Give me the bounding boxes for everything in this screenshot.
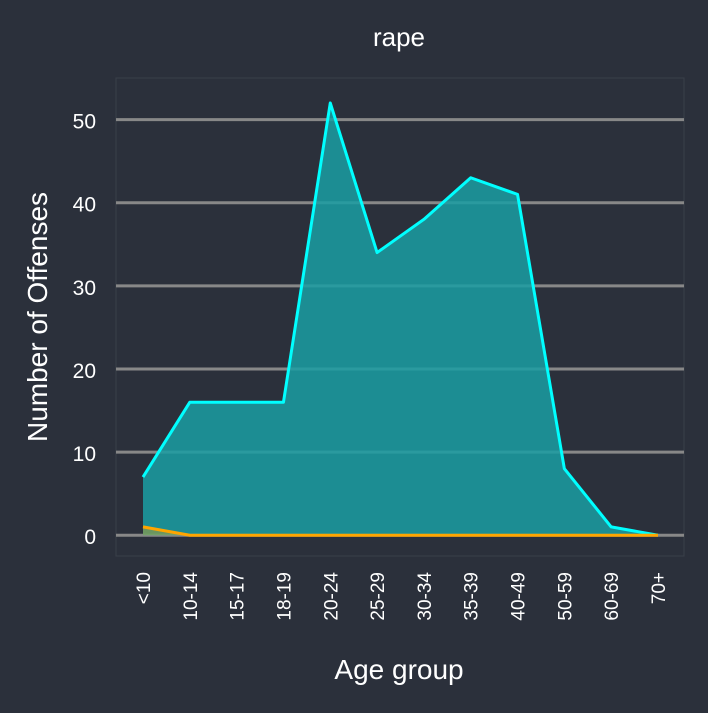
x-tick-label: 70+	[649, 572, 670, 604]
series-areas	[143, 102, 658, 536]
x-tick-label: 35-39	[462, 572, 483, 621]
y-tick-label: 10	[73, 443, 96, 466]
series-area	[143, 102, 658, 536]
y-tick-label: 0	[84, 526, 96, 549]
x-tick-label: 20-24	[321, 572, 342, 621]
x-tick-label: <10	[134, 572, 155, 604]
series-lines	[141, 101, 659, 537]
series-line	[141, 101, 659, 537]
x-tick-label: 40-49	[509, 572, 530, 621]
y-tick-label: 20	[73, 360, 96, 383]
chart-title: rape	[373, 22, 425, 52]
x-tick-label: 18-19	[274, 572, 295, 621]
series-line	[142, 525, 658, 537]
y-axis-title: Number of Offenses	[22, 192, 53, 442]
y-axis-ticks: 0 10 20 30 40 50	[73, 111, 96, 550]
x-tick-label: 10-14	[181, 572, 202, 621]
panel-border	[115, 77, 685, 557]
x-tick-label: 50-59	[555, 572, 576, 621]
x-tick-label: 30-34	[415, 572, 436, 621]
y-tick-label: 50	[73, 111, 96, 134]
x-tick-label: 15-17	[228, 572, 249, 621]
x-axis-ticks: <10 10-14 15-17 18-19 20-24 25-29 30-34 35-39 40…	[134, 572, 670, 621]
x-tick-label: 60-69	[602, 572, 623, 621]
x-tick-label: 25-29	[368, 572, 389, 621]
y-tick-label: 40	[73, 194, 96, 217]
x-axis-title: Age group	[334, 654, 463, 685]
y-tick-label: 30	[73, 277, 96, 300]
